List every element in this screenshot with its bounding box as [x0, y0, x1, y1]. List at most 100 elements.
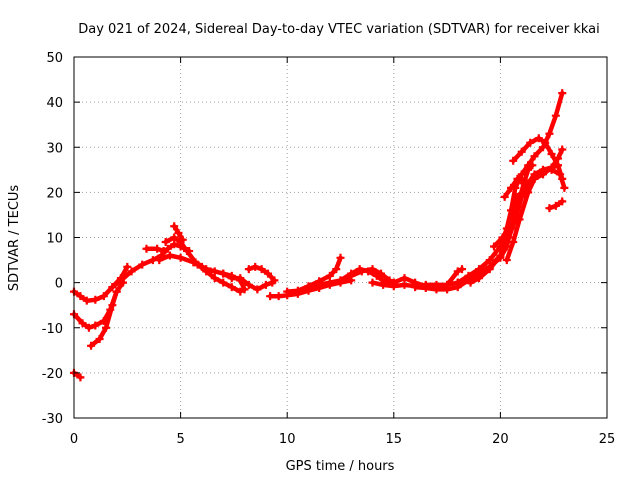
data-point: [496, 251, 505, 260]
data-point: [560, 183, 569, 192]
data-point: [193, 260, 202, 269]
data-point: [389, 278, 398, 287]
data-point: [458, 265, 467, 274]
data-point: [210, 274, 219, 283]
data-point: [526, 138, 535, 147]
data-point: [91, 295, 100, 304]
data-point: [76, 373, 85, 382]
data-point: [547, 150, 556, 159]
data-point: [551, 111, 560, 120]
data-point: [547, 165, 556, 174]
data-point: [336, 276, 345, 285]
y-tick-label: 10: [46, 232, 63, 247]
y-tick-label: 50: [46, 51, 63, 66]
data-point: [507, 219, 516, 228]
data-point: [266, 292, 275, 301]
data-point: [379, 280, 388, 289]
y-tick-label: -10: [42, 322, 63, 337]
data-point: [502, 256, 511, 265]
data-point: [509, 156, 518, 165]
data-point: [127, 267, 136, 276]
data-point: [315, 280, 324, 289]
series-line: [110, 242, 192, 290]
data-point: [545, 129, 554, 138]
y-tick-label: 40: [46, 96, 63, 111]
data-point: [95, 335, 104, 344]
data-point: [76, 292, 85, 301]
chart-title: Day 021 of 2024, Sidereal Day-to-day VTE…: [78, 22, 600, 37]
data-point: [251, 262, 260, 271]
series-arc-11: [219, 269, 277, 294]
series-arc-22: [490, 161, 537, 251]
data-point: [490, 242, 499, 251]
data-point: [558, 174, 567, 183]
y-tick-label: -20: [42, 367, 63, 382]
data-point: [332, 265, 341, 274]
grid: [74, 57, 607, 418]
data-point: [509, 238, 518, 247]
data-point: [142, 244, 151, 253]
data-point: [400, 280, 409, 289]
x-tick-label: 0: [70, 432, 78, 447]
data-point: [261, 280, 270, 289]
y-tick-label: 30: [46, 141, 63, 156]
data-point: [155, 256, 164, 265]
data-point: [558, 197, 567, 206]
data-point: [78, 319, 87, 328]
data-point: [165, 251, 174, 260]
data-point: [161, 238, 170, 247]
data-point: [524, 188, 533, 197]
series-arc-12: [244, 262, 279, 285]
data-point: [453, 267, 462, 276]
data-point: [372, 271, 381, 280]
data-point: [500, 192, 509, 201]
series-line: [338, 266, 388, 285]
y-axis-label: SDTVAR / TECUs: [7, 185, 22, 292]
data-point: [530, 152, 539, 161]
series-line: [306, 266, 397, 290]
data-point: [464, 271, 473, 280]
series-arc-9: [170, 222, 187, 244]
data-point: [227, 283, 236, 292]
data-point: [364, 267, 373, 276]
series-arc-26: [545, 197, 567, 213]
data-point: [244, 265, 253, 274]
data-point: [236, 287, 245, 296]
data-point: [244, 280, 253, 289]
data-point: [87, 341, 96, 350]
data-point: [240, 285, 249, 294]
data-point: [91, 321, 100, 330]
data-point: [432, 285, 441, 294]
series-arc-6: [142, 244, 168, 256]
data-point: [411, 283, 420, 292]
data-point: [174, 228, 183, 237]
data-point: [534, 134, 543, 143]
data-point: [541, 138, 550, 147]
data-point: [153, 244, 162, 253]
data-point: [551, 201, 560, 210]
data-point: [421, 284, 430, 293]
data-point: [170, 240, 179, 249]
data-point: [466, 278, 475, 287]
data-point: [513, 201, 522, 210]
data-point: [112, 287, 121, 296]
series-arc-23: [500, 174, 526, 201]
x-tick-label: 15: [386, 432, 403, 447]
data-point: [182, 247, 191, 256]
data-point: [498, 233, 507, 242]
data-point: [558, 89, 567, 98]
data-point: [108, 301, 117, 310]
data-point: [517, 147, 526, 156]
y-tick-label: -30: [42, 412, 63, 427]
data-point: [170, 222, 179, 231]
data-point: [116, 276, 125, 285]
data-point: [82, 296, 91, 305]
data-point: [227, 274, 236, 283]
data-point: [325, 271, 334, 280]
y-tick-label: 0: [55, 277, 63, 292]
data-point: [108, 283, 117, 292]
series-arc-3: [87, 278, 128, 350]
data-point: [558, 145, 567, 154]
x-tick-label: 10: [279, 432, 296, 447]
